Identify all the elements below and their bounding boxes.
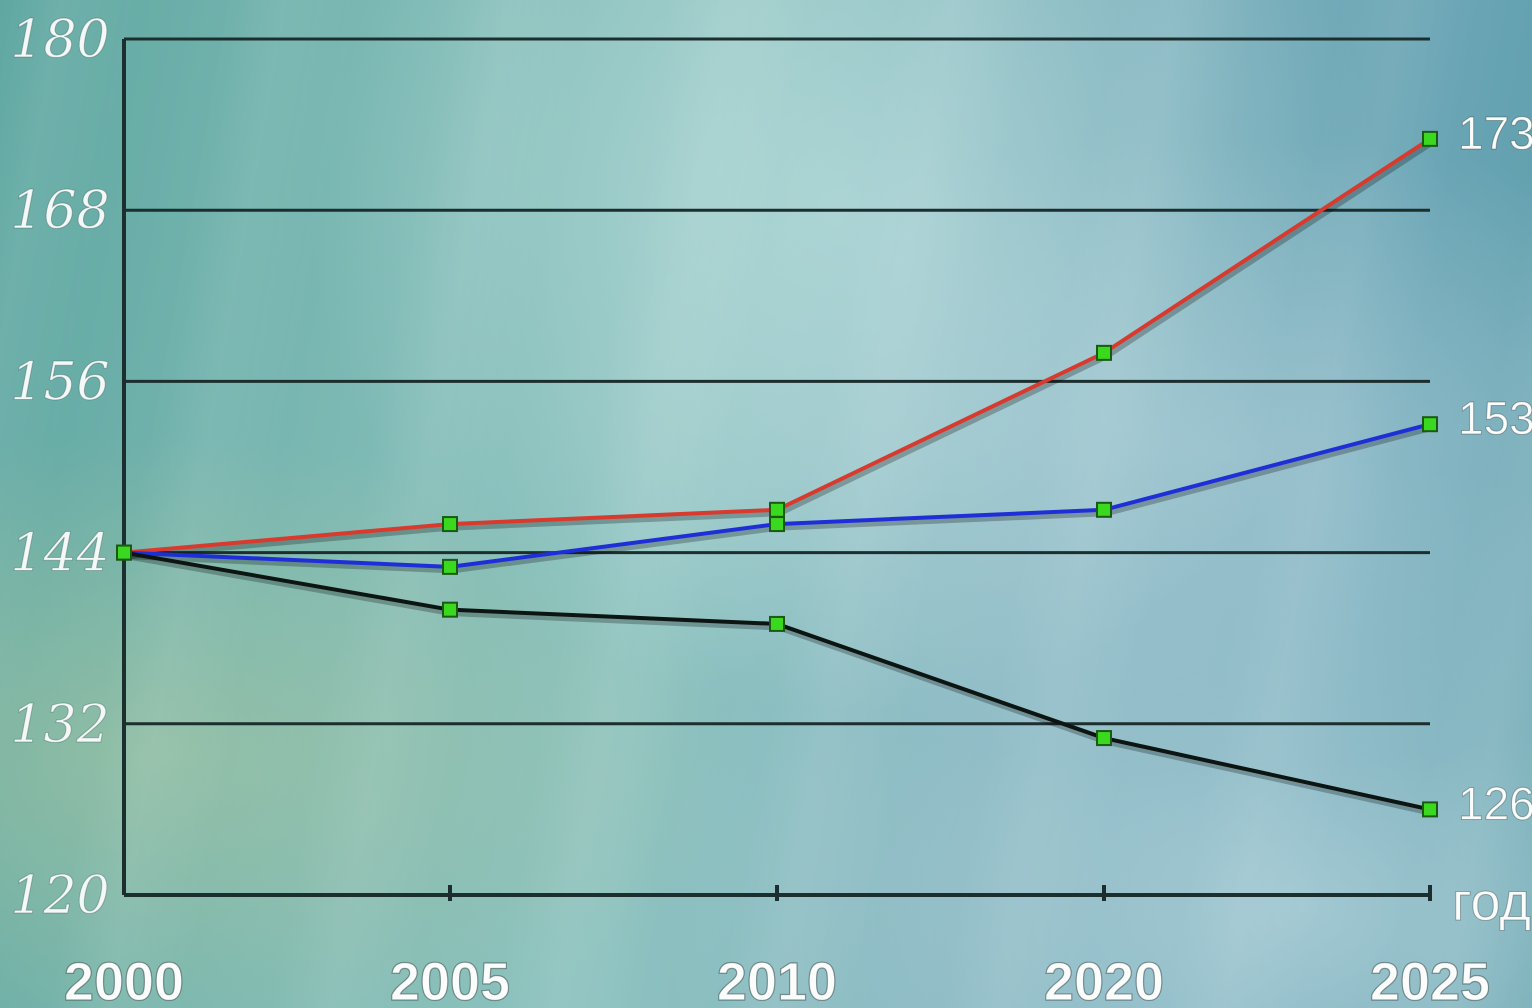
x-tick-label: 2010 [717, 952, 837, 1008]
x-tick-label: 2020 [1044, 952, 1164, 1008]
data-point [442, 558, 458, 575]
data-point [1096, 344, 1112, 361]
data-point [769, 615, 785, 632]
x-tick-label: 2005 [390, 952, 510, 1008]
data-markers [116, 130, 1438, 818]
y-tick-label: 144 [10, 524, 109, 584]
axes [122, 39, 1432, 901]
y-tick-label: 180 [10, 10, 109, 70]
x-tick-label: 2025 [1370, 952, 1490, 1008]
series-line-shadow [125, 138, 1434, 560]
series-end-label: 153 [1458, 392, 1532, 444]
series-end-label: 126 [1458, 777, 1532, 829]
y-tick-label: 156 [10, 352, 109, 412]
data-point [1422, 130, 1438, 147]
series-line [123, 422, 1431, 569]
x-tick-label: 2000 [64, 952, 184, 1008]
series-lines [123, 137, 1434, 816]
x-axis-labels: 2000 2005 2010 2020 2025 [63, 951, 1490, 1008]
data-point [1096, 501, 1112, 518]
gridlines [124, 37, 1430, 726]
data-point [769, 516, 785, 533]
series-line-shadow [125, 552, 1433, 816]
data-point [1096, 730, 1112, 747]
data-point [442, 516, 458, 533]
x-axis-unit-label: год [1452, 872, 1531, 932]
y-tick-label: 168 [10, 181, 109, 241]
y-axis-labels: 180 168 156 144 132 120 [10, 10, 110, 927]
y-tick-label: 120 [10, 866, 109, 926]
data-point [1422, 416, 1438, 433]
series-line-shadow [125, 423, 1433, 574]
end-value-labels: 173 153 126 [1458, 106, 1532, 830]
data-point [116, 544, 132, 561]
data-point [1422, 801, 1438, 818]
y-tick-label: 132 [10, 695, 109, 755]
data-point [769, 501, 785, 518]
data-point [442, 601, 458, 618]
series-line [123, 137, 1432, 555]
series-end-label: 173 [1458, 107, 1532, 159]
